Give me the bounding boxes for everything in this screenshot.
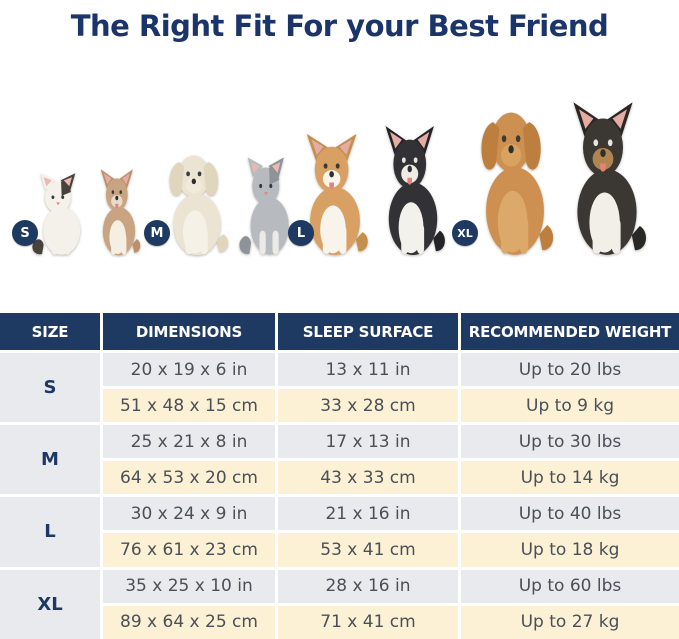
size-chart-table: SIZE DIMENSIONS SLEEP SURFACE RECOMMENDE… [0,313,679,639]
size-label-s: S [0,353,100,423]
border-collie-illustration [377,124,449,256]
weight-xl-kg: Up to 27 kg [461,605,679,639]
size-label-l: L [0,497,100,567]
size-group-large: L [288,124,449,256]
column-header-recommended-weight: RECOMMENDED WEIGHT [461,313,679,350]
weight-m-lbs: Up to 30 lbs [461,425,679,459]
weight-xl-lbs: Up to 60 lbs [461,569,679,603]
dimensions-l-in: 30 x 24 x 9 in [103,497,275,531]
dimensions-l-cm: 76 x 61 x 23 cm [103,533,275,567]
size-badge-xl: XL [452,220,478,246]
maltese-dog-illustration [162,144,232,256]
size-group-medium: M [144,144,299,256]
golden-retriever-illustration [472,96,558,256]
column-header-sleep-surface: SLEEP SURFACE [278,313,458,350]
sleep-surface-s-cm: 33 x 28 cm [278,389,458,423]
sleep-surface-xl-cm: 71 x 41 cm [278,605,458,639]
dimensions-xl-cm: 89 x 64 x 25 cm [103,605,275,639]
pet-size-illustration-strip: S M L XL [0,57,679,311]
sleep-surface-xl-in: 28 x 16 in [278,569,458,603]
dimensions-xl-in: 35 x 25 x 10 in [103,569,275,603]
column-header-dimensions: DIMENSIONS [103,313,275,350]
sleep-surface-s-in: 13 x 11 in [278,353,458,387]
weight-s-lbs: Up to 20 lbs [461,353,679,387]
size-badge-s: S [12,220,38,246]
dimensions-s-cm: 51 x 48 x 15 cm [103,389,275,423]
dimensions-s-in: 20 x 19 x 6 in [103,353,275,387]
page-title: The Right Fit For your Best Friend [70,9,609,43]
dimensions-m-cm: 64 x 53 x 20 cm [103,461,275,495]
sleep-surface-l-cm: 53 x 41 cm [278,533,458,567]
weight-l-kg: Up to 18 kg [461,533,679,567]
white-cat-illustration [30,172,90,256]
gray-cat-illustration [237,156,299,256]
sleep-surface-l-in: 21 x 16 in [278,497,458,531]
size-label-m: M [0,425,100,495]
column-header-size: SIZE [0,313,100,350]
weight-l-lbs: Up to 40 lbs [461,497,679,531]
size-badge-m: M [144,220,170,246]
weight-m-kg: Up to 14 kg [461,461,679,495]
rough-collie-illustration [563,100,651,256]
size-label-xl: XL [0,569,100,639]
weight-s-kg: Up to 9 kg [461,389,679,423]
size-group-small: S [12,168,143,256]
size-badge-l: L [288,220,314,246]
chihuahua-illustration [95,168,143,256]
size-group-extra-large: XL [452,96,651,256]
sleep-surface-m-in: 17 x 13 in [278,425,458,459]
dimensions-m-in: 25 x 21 x 8 in [103,425,275,459]
sleep-surface-m-cm: 43 x 33 cm [278,461,458,495]
